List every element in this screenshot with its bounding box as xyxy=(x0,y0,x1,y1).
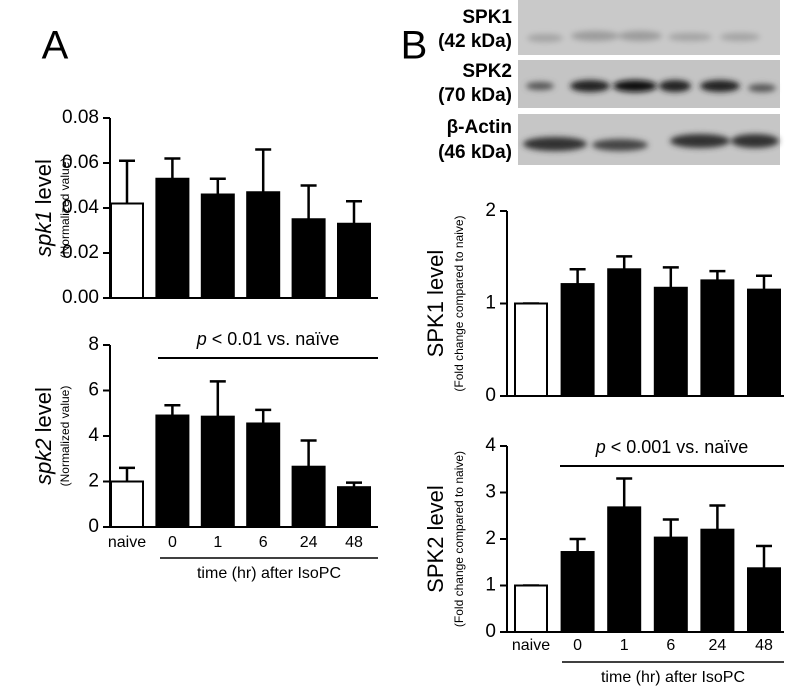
bar xyxy=(291,465,326,528)
x-tick-label: 1 xyxy=(620,637,629,654)
y-axis-label-part: level xyxy=(31,387,56,438)
bar xyxy=(155,414,190,528)
x-tick-label: 6 xyxy=(259,534,268,551)
y-tick-label: 2 xyxy=(485,528,496,549)
y-tick-label: 0 xyxy=(485,621,496,642)
x-axis-label: time (hr) after IsoPC xyxy=(601,669,745,686)
y-axis-label: SPK1 level xyxy=(423,250,448,358)
bar xyxy=(607,506,642,634)
bar xyxy=(514,584,548,633)
bar xyxy=(747,288,781,397)
bar xyxy=(700,279,735,397)
bar xyxy=(291,218,326,299)
bar xyxy=(607,268,642,397)
x-tick-label: naive xyxy=(512,637,550,654)
x-axis-label: time (hr) after IsoPC xyxy=(197,565,341,582)
y-tick-label: 2 xyxy=(485,200,496,221)
y-tick-label: 2 xyxy=(88,471,99,492)
x-tick-label: 6 xyxy=(666,637,675,654)
y-tick-label: 0.04 xyxy=(62,197,99,218)
bar xyxy=(246,422,281,528)
annotation-part: p xyxy=(196,329,207,349)
y-tick-label: 0.06 xyxy=(62,152,99,173)
y-axis-sublabel: (Fold change compared to naive) xyxy=(452,215,466,391)
x-tick-label: 24 xyxy=(300,534,318,551)
bar xyxy=(747,567,781,633)
bar xyxy=(337,486,371,528)
x-tick-label: 0 xyxy=(573,637,582,654)
y-axis-label-part: spk2 xyxy=(31,438,56,484)
bar xyxy=(200,415,235,529)
panel-label: B xyxy=(401,24,428,68)
y-tick-label: 0 xyxy=(485,385,496,406)
annotation: p < 0.001 vs. naïve xyxy=(595,437,749,457)
bar xyxy=(110,480,144,528)
bar xyxy=(700,528,735,634)
bar xyxy=(560,283,595,398)
y-axis-sublabel: (Normalized value) xyxy=(58,158,72,259)
x-tick-label: 48 xyxy=(755,637,773,654)
blot-name: β-Actin xyxy=(447,117,512,138)
bar xyxy=(653,286,688,397)
y-axis-label: SPK2 level xyxy=(423,485,448,593)
y-tick-label: 8 xyxy=(88,334,99,355)
blots xyxy=(518,0,780,165)
bar xyxy=(155,177,190,299)
annotation-part: < 0.001 vs. naïve xyxy=(606,437,749,457)
y-axis-label: spk1 level xyxy=(31,159,56,257)
y-axis-label-part: SPK2 level xyxy=(423,485,448,593)
y-axis-label-part: level xyxy=(31,159,56,210)
bar xyxy=(560,551,595,634)
x-tick-label: 48 xyxy=(345,534,363,551)
blot-size: (42 kDa) xyxy=(438,31,512,52)
blot-name: SPK1 xyxy=(462,7,512,28)
blot-size: (70 kDa) xyxy=(438,85,512,106)
annotation-part: p xyxy=(595,437,606,457)
y-tick-label: 1 xyxy=(485,575,496,596)
y-tick-label: 4 xyxy=(485,435,496,456)
y-axis-sublabel: (Normalized value) xyxy=(58,386,72,487)
y-tick-label: 0.00 xyxy=(62,287,99,308)
y-tick-label: 0 xyxy=(88,516,99,537)
bar xyxy=(246,191,281,299)
y-axis-label: spk2 level xyxy=(31,387,56,485)
bar xyxy=(653,536,688,633)
y-tick-label: 0.02 xyxy=(62,242,99,263)
y-tick-label: 3 xyxy=(485,482,496,503)
x-tick-label: 24 xyxy=(709,637,727,654)
y-axis-label-part: SPK1 level xyxy=(423,250,448,358)
blot-size: (46 kDa) xyxy=(438,142,512,163)
y-tick-label: 1 xyxy=(485,293,496,314)
y-tick-label: 4 xyxy=(88,425,99,446)
annotation: p < 0.01 vs. naïve xyxy=(196,329,340,349)
bar xyxy=(337,222,371,299)
bar xyxy=(110,202,144,299)
blot-image xyxy=(518,0,780,55)
bar xyxy=(514,302,548,397)
y-tick-label: 6 xyxy=(88,380,99,401)
annotation-part: < 0.01 vs. naïve xyxy=(207,329,340,349)
blot-name: SPK2 xyxy=(462,61,512,82)
panel-label: A xyxy=(42,24,69,68)
y-tick-label: 0.08 xyxy=(62,107,99,128)
x-tick-label: naive xyxy=(108,534,146,551)
x-tick-label: 0 xyxy=(168,534,177,551)
x-tick-label: 1 xyxy=(213,534,222,551)
y-axis-sublabel: (Fold change compared to naive) xyxy=(452,451,466,627)
bar xyxy=(200,193,235,299)
y-axis-label-part: spk1 xyxy=(31,210,56,256)
